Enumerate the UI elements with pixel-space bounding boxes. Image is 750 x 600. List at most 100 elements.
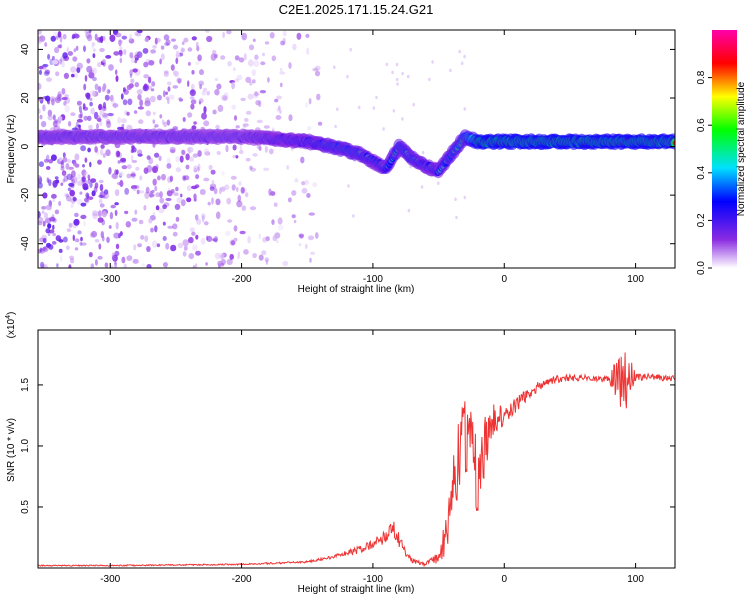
spectrogram-point bbox=[77, 230, 82, 235]
spectrogram-point bbox=[235, 155, 239, 159]
spectrogram-point bbox=[193, 165, 199, 171]
spectrogram-point bbox=[239, 149, 244, 155]
spectrogram-point bbox=[175, 57, 179, 65]
spectrogram-point bbox=[215, 124, 220, 130]
spectrogram-point bbox=[52, 232, 56, 237]
spectrogram-point bbox=[63, 236, 68, 243]
spectrogram-point bbox=[162, 204, 168, 210]
spectrogram-point bbox=[39, 114, 43, 120]
spectrogram-point bbox=[224, 230, 231, 236]
spectrogram-point bbox=[38, 37, 43, 45]
spectrogram-point bbox=[232, 67, 236, 72]
spectrogram-point bbox=[252, 153, 258, 157]
spectrogram-point bbox=[40, 120, 47, 128]
spectrogram-point bbox=[54, 47, 60, 54]
spectrogram-point bbox=[134, 59, 138, 64]
snr-multiplier-exp: 4 bbox=[5, 315, 12, 319]
spectrogram-point bbox=[89, 97, 93, 102]
spectrogram-point bbox=[206, 35, 213, 43]
spectrogram-point bbox=[201, 215, 205, 223]
spectrogram-point bbox=[412, 102, 416, 107]
spectrogram-point bbox=[44, 264, 48, 268]
spectrogram-point bbox=[101, 210, 107, 218]
spectrogram-point bbox=[43, 158, 49, 163]
spectrogram-point bbox=[241, 205, 247, 211]
spectrogram-point bbox=[126, 255, 133, 261]
spectrogram-point bbox=[296, 32, 302, 40]
spectrogram-point bbox=[45, 166, 51, 170]
spectrogram-point bbox=[375, 95, 378, 100]
spectrogram-point bbox=[316, 93, 321, 101]
spectrogram-point bbox=[47, 109, 53, 117]
spectrogram-point bbox=[46, 77, 52, 82]
spectrogram-point bbox=[76, 67, 81, 73]
spectrogram-point bbox=[93, 48, 96, 52]
spectrogram-point bbox=[60, 254, 63, 263]
spectrogram-point bbox=[74, 238, 80, 243]
spectrogram-point bbox=[106, 120, 112, 128]
spectrogram-point bbox=[105, 149, 111, 157]
spectrogram-point bbox=[150, 95, 156, 103]
x-tick-label: -200 bbox=[232, 274, 252, 285]
spectrogram-point bbox=[131, 159, 138, 164]
spectrogram-point bbox=[72, 196, 77, 202]
spectrogram-point bbox=[130, 154, 134, 162]
spectrogram-point bbox=[155, 38, 161, 43]
spectrogram-point bbox=[224, 184, 230, 190]
spectrogram-point bbox=[113, 232, 120, 239]
spectrogram-point bbox=[197, 54, 202, 62]
spectrogram-point bbox=[74, 163, 80, 168]
spectrogram-point bbox=[182, 239, 189, 247]
spectrogram-point bbox=[55, 71, 60, 77]
spectrogram-point bbox=[226, 30, 232, 35]
spectrogram-point bbox=[182, 175, 187, 182]
spectrogram-point bbox=[249, 165, 253, 170]
spectrogram-point bbox=[161, 173, 166, 181]
spectrogram-point bbox=[278, 105, 281, 111]
spectrogram-point bbox=[220, 55, 226, 60]
spectrogram-point bbox=[458, 49, 462, 54]
spectrogram-point bbox=[186, 185, 192, 192]
spectrogram-point bbox=[262, 52, 265, 57]
spectrogram-point bbox=[71, 178, 75, 185]
spectrogram-point bbox=[347, 184, 350, 188]
spectrogram-point bbox=[86, 65, 93, 73]
spectrogram-point bbox=[176, 197, 183, 204]
spectrogram-point bbox=[195, 61, 200, 65]
spectrogram-point bbox=[180, 193, 183, 198]
spectrogram-point bbox=[406, 74, 410, 79]
spectrogram-point bbox=[89, 90, 96, 97]
spectrogram-point bbox=[116, 150, 121, 158]
spectrogram-point bbox=[84, 171, 89, 179]
spectrogram-point bbox=[64, 104, 70, 113]
spectrogram-point bbox=[71, 73, 75, 78]
spectrogram-point bbox=[148, 218, 153, 224]
spectrogram-point bbox=[191, 83, 195, 91]
spectrogram-point bbox=[105, 55, 112, 59]
spectrogram-point bbox=[72, 234, 76, 241]
spectrogram-point bbox=[282, 30, 287, 37]
spectrogram-point bbox=[74, 153, 80, 161]
spectrogram-point bbox=[102, 153, 106, 158]
spectrogram-point bbox=[61, 96, 68, 101]
snr-multiplier: (x104) bbox=[5, 312, 17, 339]
spectrogram-point bbox=[196, 218, 202, 225]
spectrogram-point bbox=[66, 173, 73, 180]
spectrogram-point bbox=[44, 69, 50, 75]
spectrogram-point bbox=[203, 221, 209, 226]
spectrogram-point bbox=[334, 124, 337, 129]
spectrogram-point bbox=[84, 75, 88, 82]
spectrogram-point bbox=[167, 86, 171, 92]
spectrogram-point bbox=[286, 165, 290, 170]
spectrogram-point bbox=[191, 36, 197, 41]
spectrogram-point bbox=[191, 70, 195, 75]
spectrogram-point bbox=[150, 88, 155, 92]
spectrogram-point bbox=[73, 33, 80, 39]
x-tick-label: 100 bbox=[627, 574, 644, 585]
spectrogram-point bbox=[460, 61, 464, 66]
spectrogram-point bbox=[274, 232, 281, 239]
spectrogram-point bbox=[143, 83, 149, 89]
spectrogram-point bbox=[292, 43, 297, 51]
spectrogram-point bbox=[189, 156, 195, 162]
spectrogram-point bbox=[315, 65, 321, 71]
